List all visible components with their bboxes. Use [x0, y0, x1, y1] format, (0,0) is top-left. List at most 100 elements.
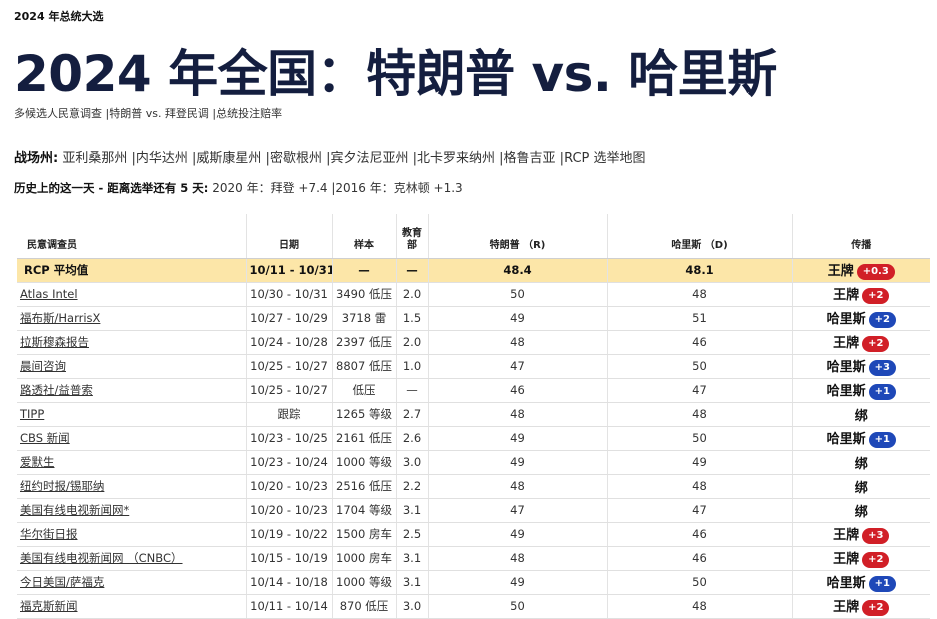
cell-moe: —: [395, 378, 428, 403]
cell-trump: 50: [427, 594, 607, 619]
cell-trump: 48.4: [427, 258, 607, 283]
cell-trump: 49: [427, 306, 607, 331]
table-header-row: 民意调查员 日期 样本 教育部 特朗普 （R) 哈里斯 （D) 传播: [17, 214, 930, 259]
cell-harris: 48: [606, 474, 792, 499]
cell-harris: 48: [606, 594, 792, 619]
col-header-sample[interactable]: 样本: [331, 214, 396, 259]
cell-date: 10/25 - 10/27: [245, 354, 332, 379]
pollster-link[interactable]: 纽约时报/锡耶纳: [20, 479, 105, 493]
pollster-link[interactable]: CBS 新闻: [20, 431, 70, 445]
battleground-state-link[interactable]: RCP 选举地图: [564, 151, 646, 166]
spread-leader: 王牌: [827, 264, 854, 280]
cell-sample: 低压: [331, 378, 396, 403]
cell-harris: 50: [606, 354, 792, 379]
cell-trump: 48: [427, 402, 607, 427]
pollster-link[interactable]: 华尔街日报: [20, 527, 78, 541]
history-bar: 历史上的这一天 - 距离选举还有 5 天: 2020 年：拜登 +7.4 |20…: [14, 179, 923, 196]
history-label: 历史上的这一天 - 距离选举还有 5 天:: [14, 181, 209, 195]
cell-sample: 2397 低压: [331, 330, 396, 355]
cell-moe: 3.1: [395, 498, 428, 523]
cell-pollster: 爱默生: [17, 450, 246, 475]
col-header-pollster[interactable]: 民意调查员: [17, 214, 246, 259]
cell-harris: 46: [606, 522, 792, 547]
cell-date: 10/23 - 10/25: [245, 426, 332, 451]
subnav-link[interactable]: 多候选人民意调查: [14, 107, 102, 120]
battleground-label: 战场州:: [14, 151, 59, 166]
cell-moe: 2.6: [395, 426, 428, 451]
cell-sample: 1265 等级: [331, 402, 396, 427]
sub-navigation: 多候选人民意调查 |特朗普 vs. 拜登民调 |总统投注赔率: [14, 107, 283, 120]
pollster-link[interactable]: Atlas Intel: [20, 287, 78, 301]
col-header-trump[interactable]: 特朗普 （R): [427, 214, 607, 259]
spread-leader: 王牌: [833, 336, 860, 352]
cell-sample: 1500 房车: [331, 522, 396, 547]
pollster-link[interactable]: 美国有线电视新闻网 （CNBC）: [20, 551, 183, 565]
pollster-link[interactable]: 爱默生: [20, 455, 55, 469]
section-eyebrow: 2024 年总统大选: [14, 10, 104, 23]
cell-pollster: 今日美国/萨福克: [17, 570, 246, 595]
cell-date: 10/24 - 10/28: [245, 330, 332, 355]
cell-pollster: 福克斯新闻: [17, 594, 246, 619]
battleground-state-link[interactable]: 威斯康星州: [196, 151, 262, 166]
battleground-state-link[interactable]: 宾夕法尼亚州: [330, 151, 409, 166]
subnav-link[interactable]: 总统投注赔率: [216, 107, 283, 120]
cell-harris: 46: [606, 546, 792, 571]
spread-badge: +3: [862, 527, 890, 544]
cell-date: 10/19 - 10/22: [245, 522, 332, 547]
pollster-link[interactable]: 晨间咨询: [20, 359, 66, 373]
spread-leader: 哈里斯: [826, 432, 866, 448]
battleground-state-link[interactable]: 格鲁吉亚: [503, 151, 556, 166]
cell-moe: 3.1: [395, 570, 428, 595]
cell-moe: 2.7: [395, 402, 428, 427]
cell-trump: 48: [427, 474, 607, 499]
table-row: 路透社/益普索 10/25 - 10/27 低压 —46 47 哈里斯 +1: [17, 378, 930, 403]
spread-badge: +2: [862, 335, 890, 352]
subnav-link[interactable]: 特朗普 vs. 拜登民调: [109, 107, 209, 120]
col-header-date[interactable]: 日期: [245, 214, 332, 259]
spread-leader: 绑: [854, 480, 868, 496]
cell-spread: 王牌 +3: [791, 522, 930, 547]
cell-harris: 50: [606, 426, 792, 451]
cell-date: 跟踪: [245, 402, 332, 427]
pollster-link[interactable]: TIPP: [20, 407, 45, 421]
polls-table: 民意调查员 日期 样本 教育部 特朗普 （R) 哈里斯 （D) 传播 RCP 平…: [17, 214, 930, 619]
cell-spread: 绑: [791, 450, 930, 475]
battleground-state-link[interactable]: 密歇根州: [269, 151, 322, 166]
col-header-spread[interactable]: 传播: [791, 214, 930, 259]
cell-harris: 51: [606, 306, 792, 331]
cell-sample: —: [331, 258, 396, 283]
cell-moe: 2.5: [395, 522, 428, 547]
cell-harris: 50: [606, 570, 792, 595]
table-row: 美国有线电视新闻网* 10/20 - 10/23 1704 等级 3.1 47 47 绑: [17, 498, 930, 523]
cell-moe: 2.0: [395, 282, 428, 307]
cell-sample: 3490 低压: [331, 282, 396, 307]
battleground-state-link[interactable]: 亚利桑那州: [62, 151, 128, 166]
pollster-link[interactable]: 美国有线电视新闻网*: [20, 503, 130, 517]
pollster-link[interactable]: 福布斯/HarrisX: [20, 311, 101, 325]
cell-spread: 王牌 +2: [791, 330, 930, 355]
col-header-harris[interactable]: 哈里斯 （D): [606, 214, 792, 259]
spread-leader: 哈里斯: [826, 360, 866, 376]
spread-leader: 绑: [854, 504, 868, 520]
cell-trump: 46: [427, 378, 607, 403]
cell-trump: 48: [427, 330, 607, 355]
cell-date: 10/14 - 10/18: [245, 570, 332, 595]
pollster-link[interactable]: 路透社/益普索: [20, 383, 93, 397]
spread-leader: 绑: [854, 408, 868, 424]
table-row: 今日美国/萨福克 10/14 - 10/18 1000 等级 3.1 49 50 哈里斯 +1: [17, 570, 930, 595]
cell-pollster: 华尔街日报: [17, 522, 246, 547]
pollster-link[interactable]: 今日美国/萨福克: [20, 575, 105, 589]
cell-harris: 48: [606, 402, 792, 427]
battleground-state-link[interactable]: 内华达州: [135, 151, 188, 166]
cell-moe: —: [395, 258, 428, 283]
pollster-link[interactable]: 拉斯穆森报告: [20, 335, 89, 349]
cell-pollster: 拉斯穆森报告: [17, 330, 246, 355]
cell-spread: 王牌 +0.3: [791, 258, 930, 283]
cell-spread: 哈里斯 +1: [791, 378, 930, 403]
spread-badge: +1: [868, 383, 896, 400]
table-row: TIPP 跟踪 1265 等级 2.7 48 48 绑: [17, 402, 930, 427]
pollster-link[interactable]: 福克斯新闻: [20, 599, 78, 613]
battleground-state-link[interactable]: 北卡罗来纳州: [417, 151, 496, 166]
col-header-moe[interactable]: 教育部: [395, 214, 428, 259]
cell-date: 10/15 - 10/19: [245, 546, 332, 571]
